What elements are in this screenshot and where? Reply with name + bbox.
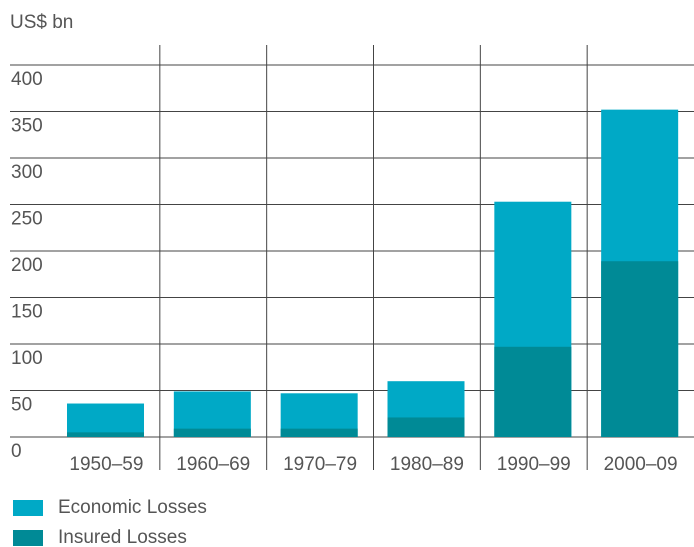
legend-swatch [13,500,43,516]
x-tick-label: 1970–79 [283,454,357,475]
bar [67,432,144,437]
y-tick-label: 400 [11,69,43,90]
bar [387,417,465,437]
y-tick-label: 100 [11,348,43,369]
x-tick-label: 1960–69 [176,454,250,475]
legend-label: Economic Losses [58,497,207,518]
y-tick-label: 0 [11,441,22,462]
y-tick-label: 250 [11,209,43,230]
y-tick-label: 50 [11,395,32,416]
x-tick-label: 1950–59 [69,454,143,475]
x-tick-label: 2000–09 [604,454,678,475]
bar [67,403,144,437]
bar [494,346,572,437]
legend-label: Insured Losses [58,527,187,547]
y-tick-label: 200 [11,255,43,276]
y-tick-label: 350 [11,116,43,137]
bar [173,428,251,437]
bar [280,428,358,437]
bar [601,261,679,437]
y-tick-label: 150 [11,302,43,323]
x-tick-label: 1990–99 [497,454,571,475]
legend-swatch [13,530,43,546]
y-tick-label: 300 [11,162,43,183]
chart-title: US$ bn [10,12,73,33]
x-tick-label: 1980–89 [390,454,464,475]
